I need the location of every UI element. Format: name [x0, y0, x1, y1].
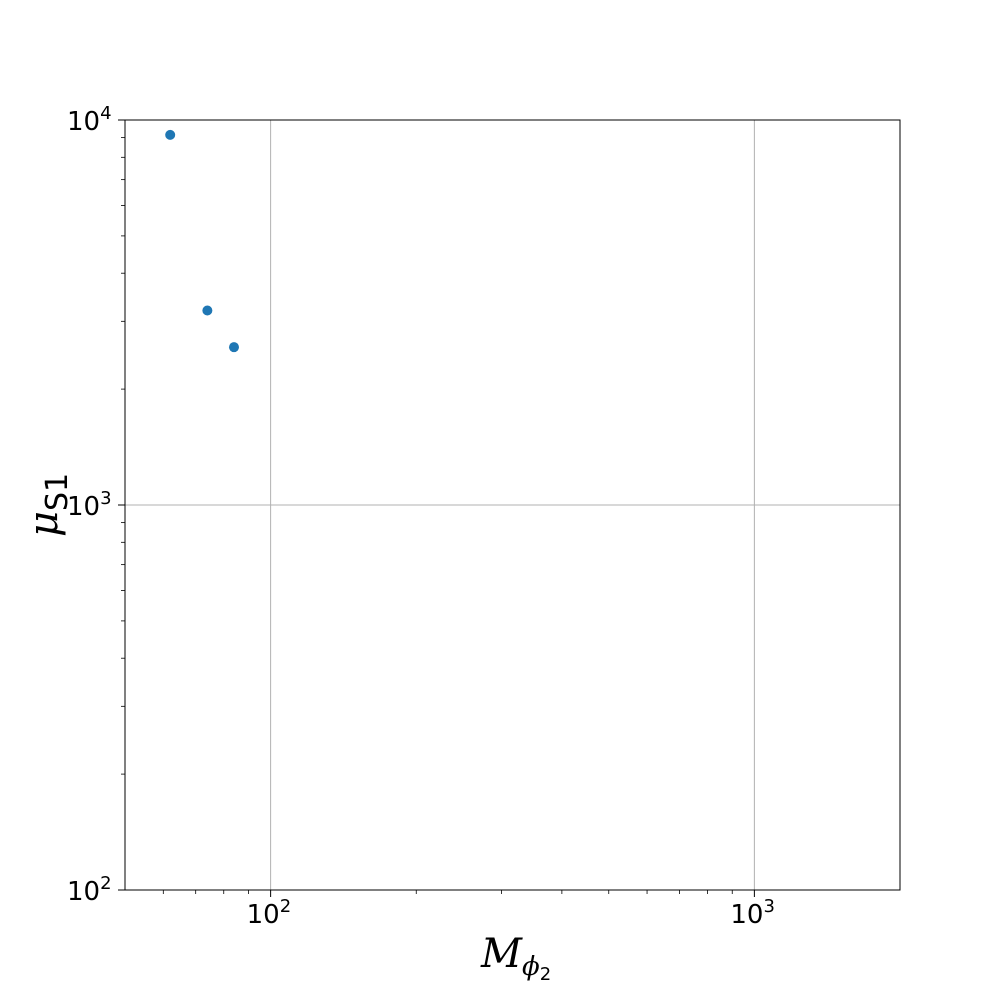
- x-axis-label: Mϕ2: [480, 931, 551, 985]
- y-tick-label-exp: 4: [100, 103, 111, 124]
- x-axis-label-sub: ϕ: [522, 952, 540, 982]
- x-axis-label-subsub: 2: [540, 964, 551, 985]
- y-tick-label: 102: [67, 873, 112, 907]
- x-tick-label: 103: [730, 896, 775, 930]
- x-tick-label-exp: 2: [280, 896, 291, 917]
- plot-frame: [124, 119, 901, 891]
- data-point: [202, 305, 213, 316]
- data-points: [165, 129, 239, 353]
- y-tick-label-exp: 3: [100, 488, 111, 509]
- y-tick-label-base: 10: [67, 492, 100, 522]
- data-point: [228, 342, 239, 353]
- y-axis-label-base: μ: [21, 511, 67, 537]
- minor-ticks: [121, 137, 733, 894]
- x-tick-label: 102: [247, 896, 292, 930]
- y-axis-label: μS1: [21, 473, 75, 537]
- x-tick-label-exp: 3: [763, 896, 774, 917]
- major-ticks: [118, 119, 755, 897]
- x-axis-label-base: M: [480, 931, 523, 977]
- x-tick-label-base: 10: [730, 900, 763, 930]
- y-tick-label-base: 10: [67, 107, 100, 137]
- y-tick-label: 103: [67, 488, 112, 522]
- y-tick-label-base: 10: [67, 877, 100, 907]
- y-axis-label-sub: S1: [40, 473, 75, 511]
- grid-lines: [125, 119, 900, 891]
- x-tick-label-base: 10: [247, 900, 280, 930]
- data-point: [165, 129, 176, 140]
- y-tick-label: 104: [67, 103, 112, 137]
- y-tick-label-exp: 2: [100, 873, 111, 894]
